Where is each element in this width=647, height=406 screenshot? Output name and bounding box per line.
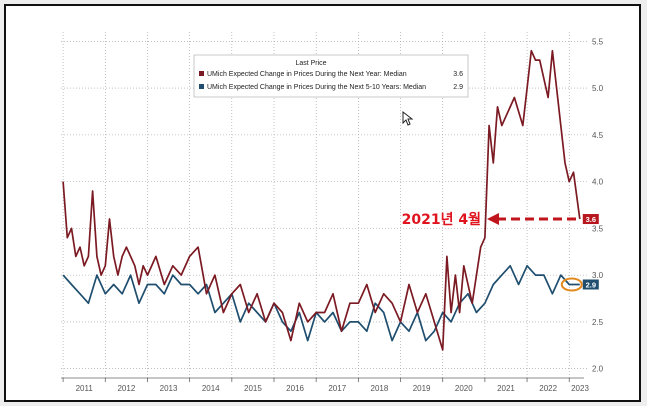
badge-label-5-10yr: 2.9 [586,280,596,289]
y-tick-label: 2.0 [592,365,604,374]
annotation-arrow [486,213,578,226]
series-line-5-10yr [62,264,580,342]
x-tick-label: 2018 [371,384,389,393]
x-tick-label: 2014 [202,384,220,393]
last-value-badge-5-10yr: 2.9 [560,277,599,292]
y-tick-label: 4.5 [592,131,604,140]
y-tick-label: 5.0 [592,84,604,93]
x-tick-label: 2019 [413,384,431,393]
x-tick-label: 2020 [455,384,473,393]
x-tick-label: 2022 [539,384,557,393]
legend-swatch-5-10yr [199,84,204,89]
y-tick-label: 2.5 [592,318,604,327]
x-tick-label: 2023 [571,384,589,393]
legend-header: Last Price [295,60,326,67]
x-tick-label: 2016 [286,384,304,393]
y-tick-label: 3.0 [592,271,604,280]
highlight-circle [560,277,583,292]
y-axis-ticks: 2.0 2.5 3.0 3.5 4.0 4.5 5.0 5.5 [592,37,604,373]
x-tick-label: 2021 [497,384,515,393]
legend-box [193,54,469,98]
legend: Last Price UMich Expected Change in Pric… [193,54,469,98]
x-tick-label: 2012 [117,384,135,393]
y-tick-label: 3.5 [592,224,604,233]
badge-box-5-10yr [582,279,599,290]
chart-frame: 2.0 2.5 3.0 3.5 4.0 4.5 5.0 5.5 2011 2012 2013 201… [4,4,641,402]
badge-label-1yr: 3.6 [586,215,596,224]
legend-label-5-10yr: UMich Expected Change in Prices During t… [207,84,426,91]
y-tick-label: 4.0 [592,178,604,187]
mouse-cursor-icon [402,110,414,126]
y-tick-label: 5.5 [592,37,604,46]
x-tick-label: 2011 [76,384,94,393]
series-line-1yr [62,49,581,351]
legend-value-5-10yr: 2.9 [453,84,463,91]
badge-box-1yr [582,214,599,225]
annotation-label: 2021년 4월 [402,211,481,228]
x-tick-label: 2015 [244,384,262,393]
last-value-badge-1yr: 3.6 [582,214,599,225]
legend-swatch-1yr [199,71,204,76]
x-tick-label: 2013 [160,384,178,393]
x-axis-ticks: 2011 2012 2013 2014 2015 2016 2017 2018 2019 2020… [61,377,589,393]
arrow-head-icon [486,213,499,226]
series-lines [62,49,581,351]
x-tick-label: 2017 [328,384,346,393]
legend-value-1yr: 3.6 [453,71,463,78]
legend-label-1yr: UMich Expected Change in Prices During t… [207,71,407,78]
inflation-expectations-chart: 2.02.53.03.54.04.55.05.5 2011 2012 2013 201… [61,32,604,393]
